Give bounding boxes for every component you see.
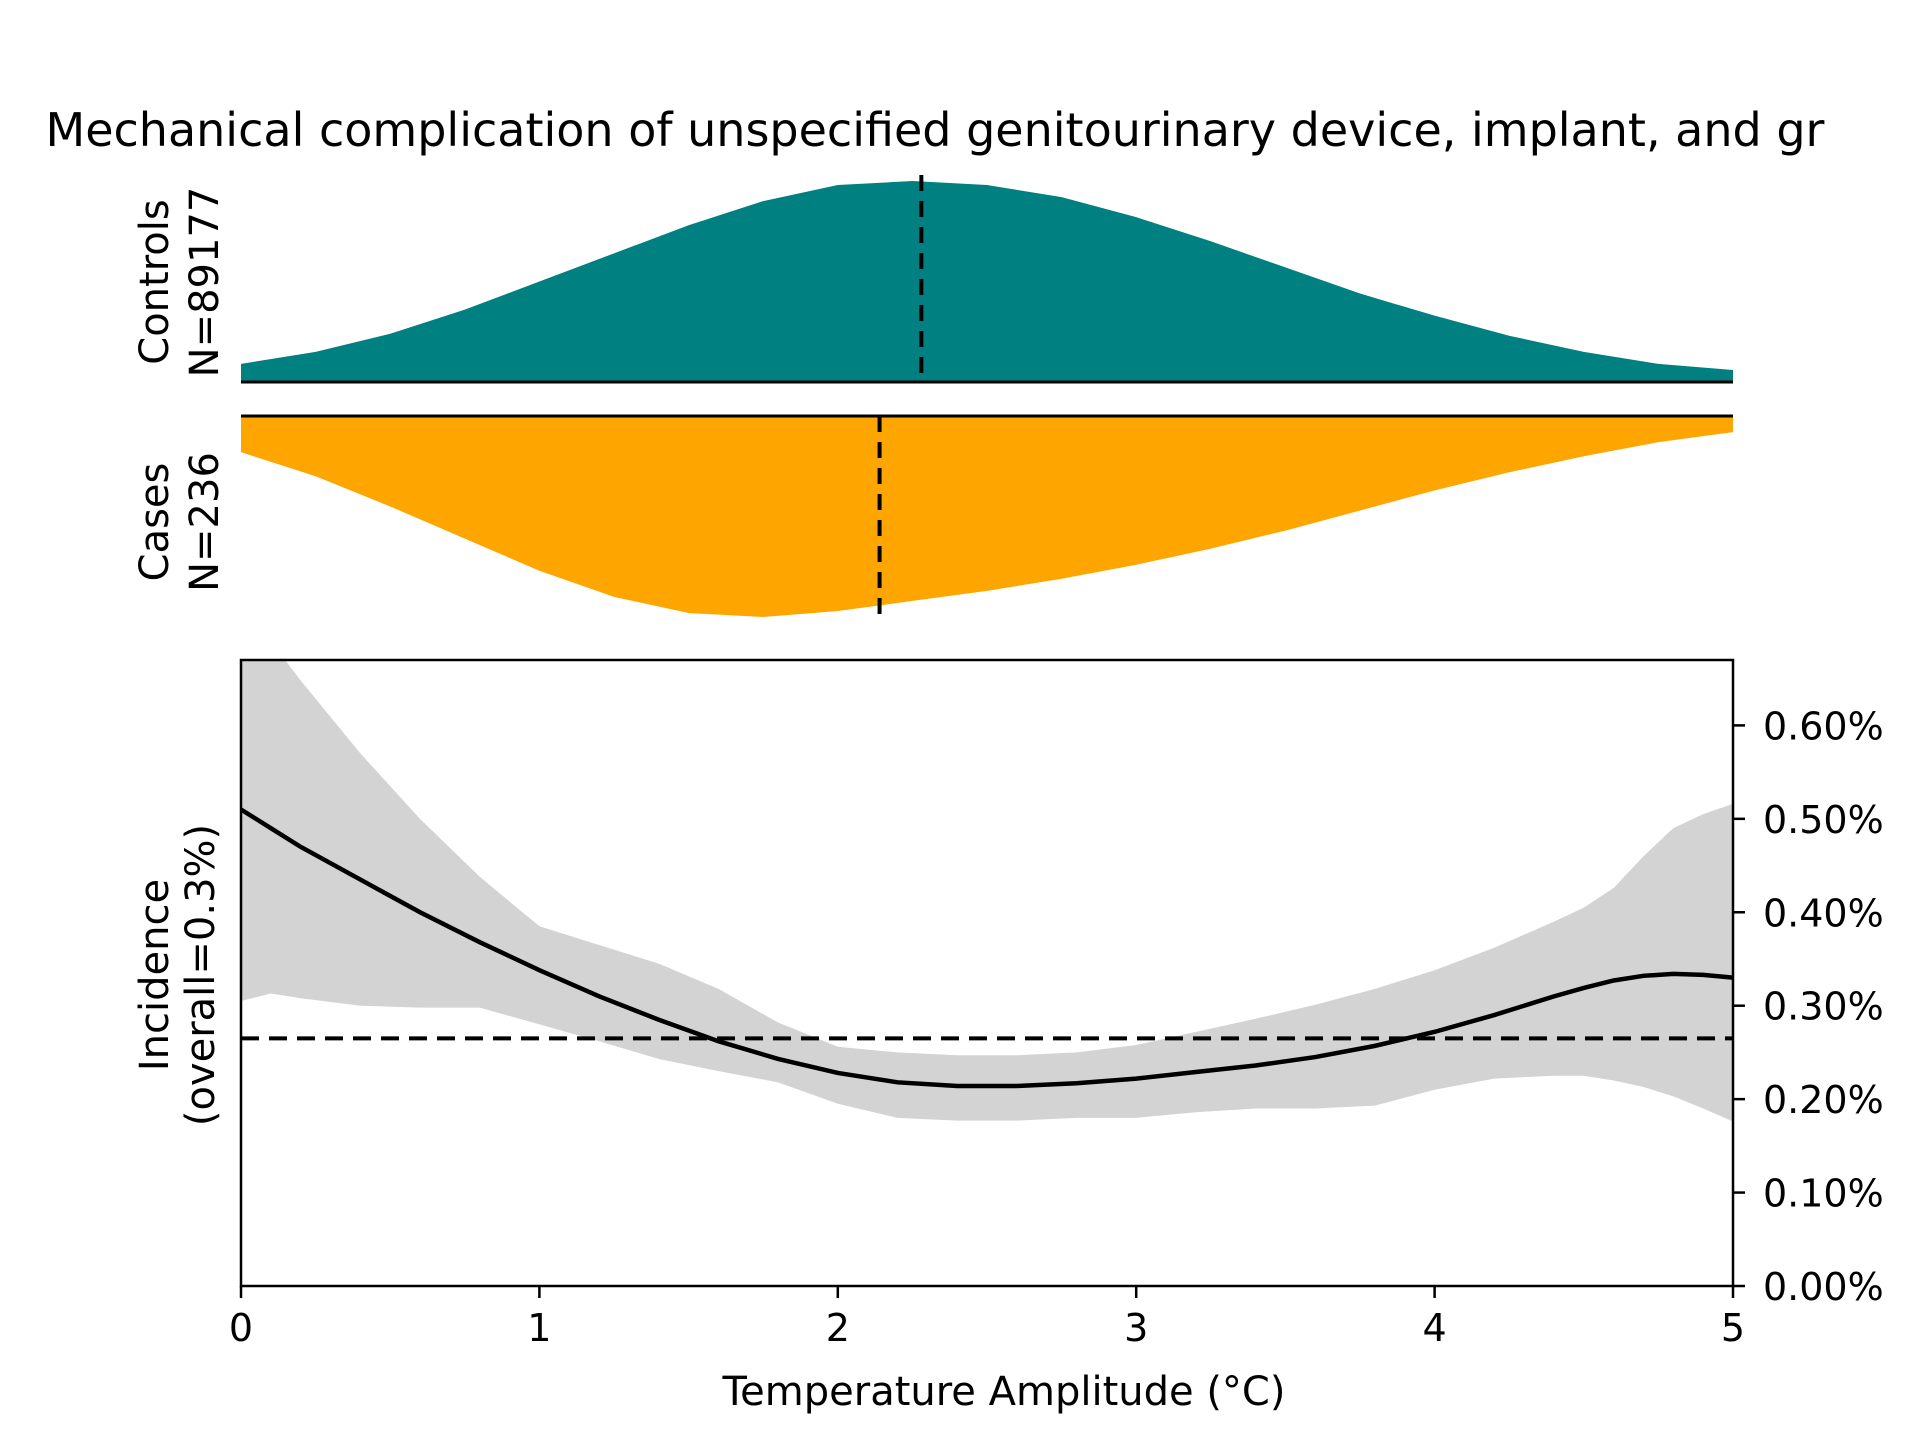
x-tick-label: 0 — [229, 1306, 253, 1350]
x-tick-label: 5 — [1721, 1306, 1745, 1350]
x-tick-label: 4 — [1423, 1306, 1447, 1350]
y-tick-label: 0.30% — [1763, 985, 1884, 1029]
y-tick-label: 0.10% — [1763, 1172, 1884, 1216]
y-tick-label: 0.60% — [1763, 704, 1884, 748]
x-axis-ticks: 0 1 2 3 4 5 — [229, 1286, 1745, 1350]
y-tick-label: 0.40% — [1763, 891, 1884, 935]
incidence-axes-frame — [239, 658, 1735, 1288]
incidence-panel: 0 1 2 3 4 5 0.00% 0.10% 0.20% 0.30% 0.40% 0.50% 0.6… — [132, 658, 1884, 1415]
y-tick-label: 0.00% — [1763, 1265, 1884, 1309]
x-tick-label: 1 — [527, 1306, 551, 1350]
x-axis-label: Temperature Amplitude (°C) — [722, 1369, 1286, 1415]
cases-panel: Cases N=236 — [132, 414, 1733, 624]
y-tick-label: 0.50% — [1763, 798, 1884, 842]
cases-label: Cases — [132, 463, 178, 582]
incidence-ylabel-overall: (overall=0.3%) — [178, 824, 224, 1126]
x-tick-label: 3 — [1124, 1306, 1148, 1350]
chart-title: Mechanical complication of unspecified g… — [46, 103, 1825, 157]
y-tick-label: 0.20% — [1763, 1078, 1884, 1122]
controls-count-label: N=89177 — [182, 187, 228, 378]
incidence-ylabel: Incidence — [132, 879, 178, 1071]
cases-count-label: N=236 — [182, 452, 228, 592]
x-tick-label: 2 — [826, 1306, 850, 1350]
controls-panel: Controls N=89177 — [132, 175, 1733, 384]
confidence-band — [241, 660, 1733, 1122]
controls-density-area — [241, 181, 1733, 382]
y-axis-ticks: 0.00% 0.10% 0.20% 0.30% 0.40% 0.50% 0.60% — [1733, 704, 1884, 1309]
incidence-curve — [241, 807, 1733, 1089]
controls-label: Controls — [132, 199, 178, 364]
cases-density-area — [241, 416, 1733, 617]
